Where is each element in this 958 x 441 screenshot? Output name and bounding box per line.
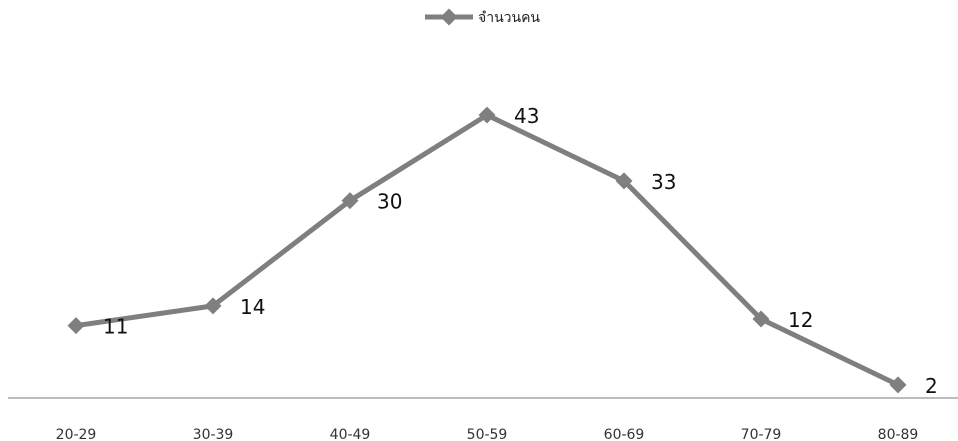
data-point-marker bbox=[615, 172, 633, 190]
x-tick-label: 20-29 bbox=[56, 427, 97, 441]
x-axis-tick-labels: 20-29 30-39 40-49 50-59 60-69 70-79 80-89 bbox=[56, 427, 919, 441]
x-tick-label: 70-79 bbox=[741, 427, 782, 441]
data-point-marker bbox=[478, 106, 496, 124]
data-label: 2 bbox=[925, 374, 938, 398]
x-tick-label: 40-49 bbox=[330, 427, 371, 441]
data-label: 33 bbox=[651, 170, 676, 194]
x-tick-label: 80-89 bbox=[878, 427, 919, 441]
data-label: 43 bbox=[514, 104, 539, 128]
data-point-marker bbox=[889, 376, 907, 394]
data-point-marker bbox=[204, 297, 222, 315]
data-label: 11 bbox=[103, 315, 128, 339]
plot-area: 11 14 30 43 33 12 2 bbox=[67, 104, 938, 398]
legend-series-name: จำนวนคน bbox=[478, 10, 540, 26]
series-line bbox=[75, 112, 900, 388]
data-label: 12 bbox=[788, 308, 813, 332]
x-tick-label: 30-39 bbox=[193, 427, 234, 441]
data-label: 14 bbox=[240, 295, 265, 319]
x-tick-label: 50-59 bbox=[467, 427, 508, 441]
legend-diamond-marker bbox=[440, 8, 458, 26]
data-point-marker bbox=[67, 317, 85, 335]
data-point-marker bbox=[341, 192, 359, 210]
data-label: 30 bbox=[377, 190, 402, 214]
legend: จำนวนคน bbox=[425, 8, 540, 26]
x-tick-label: 60-69 bbox=[604, 427, 645, 441]
data-point-marker bbox=[752, 310, 770, 328]
